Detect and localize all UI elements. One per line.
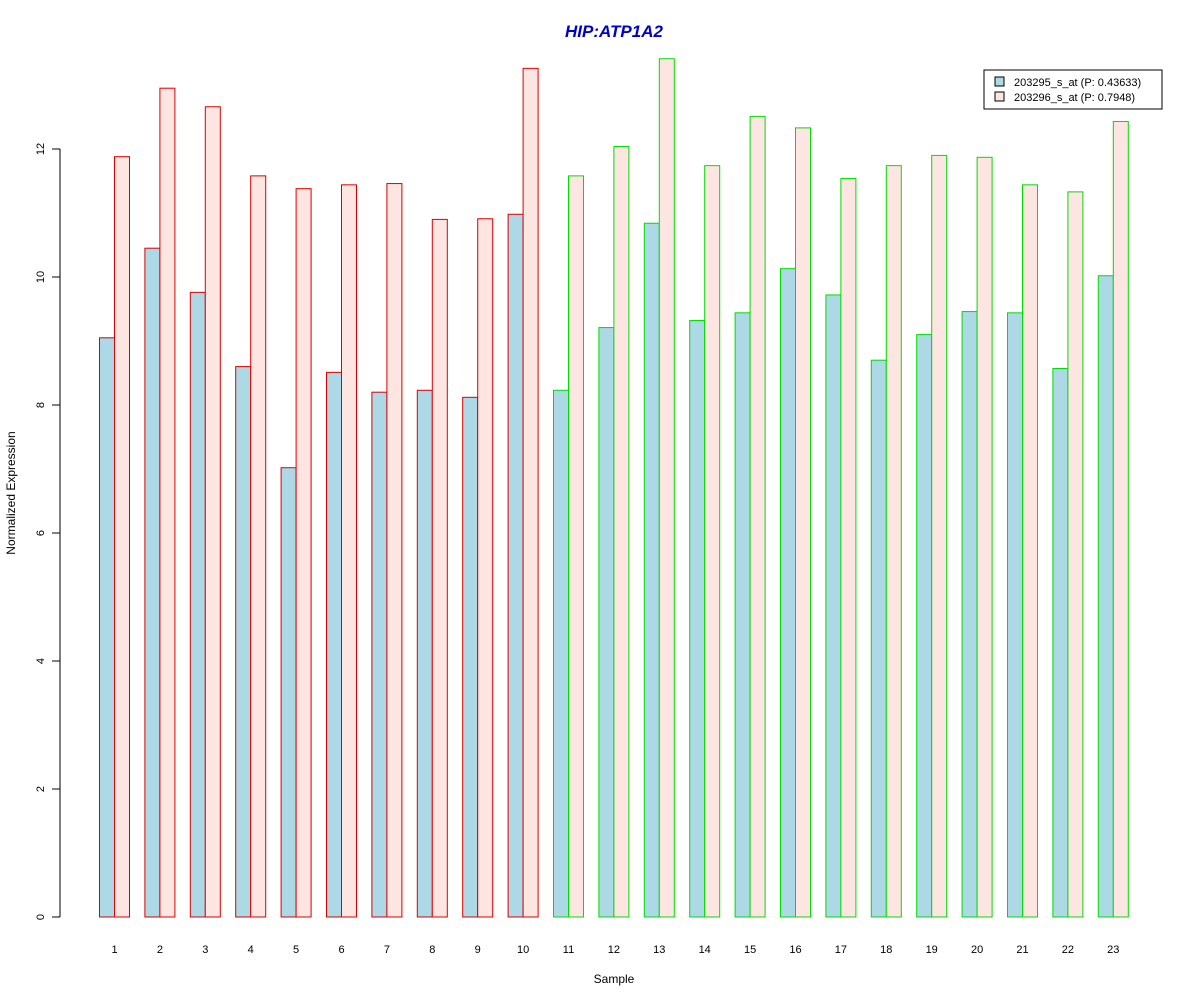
x-tick-label: 7 <box>384 944 390 956</box>
bar-series1-sample-13 <box>643 222 660 918</box>
bar-series1-sample-15 <box>734 312 751 918</box>
bar-series1-sample-16 <box>780 268 796 918</box>
bar-series2-sample-18 <box>885 165 902 918</box>
bar-series2-sample-20 <box>976 156 993 918</box>
bar-series1-sample-5 <box>280 467 297 918</box>
x-tick-label: 2 <box>157 944 163 956</box>
y-tick-label: 10 <box>35 271 47 283</box>
y-tick-label: 4 <box>35 658 47 664</box>
bar-series2-sample-17 <box>840 177 857 918</box>
y-tick-label: 6 <box>35 530 47 536</box>
bar-series1-sample-23 <box>1097 275 1114 918</box>
x-tick-label: 3 <box>202 944 208 956</box>
bar-series2-sample-14 <box>704 165 721 918</box>
bar-series1-sample-12 <box>598 327 615 918</box>
bar-series1-sample-2 <box>144 247 161 918</box>
bar-series2-sample-11 <box>568 175 584 918</box>
bar-series2-sample-19 <box>931 154 948 918</box>
x-tick-label: 21 <box>1016 944 1028 956</box>
bar-series1-sample-19 <box>916 334 933 918</box>
bar-series2-sample-13 <box>658 58 675 918</box>
legend-label: 203295_s_at (P: 0.43633) <box>1014 77 1141 89</box>
bar-series2-sample-10 <box>522 67 539 918</box>
bar-series2-sample-9 <box>477 218 494 918</box>
x-tick-label: 1 <box>111 944 117 956</box>
bar-series2-sample-8 <box>431 218 448 918</box>
x-axis-label: Sample <box>594 972 635 986</box>
bar-series1-sample-20 <box>961 311 978 918</box>
bar-series1-sample-3 <box>189 291 206 918</box>
bar-series2-sample-23 <box>1112 120 1129 918</box>
bar-series2-sample-21 <box>1022 184 1038 918</box>
legend-box <box>983 69 1163 110</box>
y-tick-label: 0 <box>35 914 47 920</box>
y-tick-label: 2 <box>35 786 47 792</box>
y-tick-label: 8 <box>35 402 47 408</box>
bar-series1-sample-11 <box>553 389 569 918</box>
legend: 203295_s_at (P: 0.43633) 203296_s_at (P:… <box>983 69 1163 110</box>
bar-series1-sample-10 <box>507 213 524 918</box>
legend-swatch <box>994 91 1005 102</box>
x-tick-label: 17 <box>835 944 847 956</box>
bar-series1-sample-4 <box>235 366 252 918</box>
x-tick-label: 10 <box>517 944 529 956</box>
x-tick-label: 9 <box>475 944 481 956</box>
y-tick-label: 12 <box>35 143 47 155</box>
bar-series1-sample-6 <box>326 371 342 918</box>
bar-series2-sample-6 <box>341 184 357 918</box>
bar-series2-sample-16 <box>795 127 811 918</box>
x-tick-label: 19 <box>926 944 938 956</box>
bar-series1-sample-9 <box>462 396 479 918</box>
bar-series2-sample-1 <box>114 156 130 918</box>
bar-series1-sample-14 <box>689 320 706 918</box>
bar-series1-sample-8 <box>416 389 433 918</box>
x-tick-label: 11 <box>563 944 574 956</box>
bar-series2-sample-7 <box>386 183 403 918</box>
x-tick-labels: 1 2 3 4 5 6 7 8 9 10 11 12 13 14 15 16 17 18 19 20 21 22 23 <box>111 944 1119 956</box>
x-tick-label: 20 <box>971 944 983 956</box>
y-axis: 0 2 4 6 8 10 12 <box>35 143 61 920</box>
x-tick-label: 4 <box>248 944 254 956</box>
x-tick-label: 22 <box>1062 944 1074 956</box>
bar-series1-sample-7 <box>371 391 388 918</box>
bar-series2-sample-22 <box>1067 191 1084 918</box>
bar-series2-sample-3 <box>204 106 221 918</box>
bar-series2-sample-12 <box>613 145 630 918</box>
bar-series1-sample-22 <box>1052 368 1069 918</box>
x-tick-label: 12 <box>608 944 620 956</box>
bar-series2-sample-4 <box>250 175 267 918</box>
bar-series1-sample-1 <box>99 337 115 918</box>
x-tick-label: 23 <box>1107 944 1119 956</box>
x-tick-label: 16 <box>789 944 801 956</box>
bar-series2-sample-5 <box>295 188 312 918</box>
x-tick-label: 14 <box>699 944 711 956</box>
x-tick-label: 5 <box>293 944 299 956</box>
bar-series2-sample-15 <box>749 115 766 918</box>
chart-title: HIP:ATP1A2 <box>565 22 663 41</box>
legend-swatch <box>994 76 1005 87</box>
x-tick-label: 8 <box>429 944 435 956</box>
bars <box>99 58 1129 918</box>
x-tick-label: 6 <box>338 944 344 956</box>
x-tick-label: 18 <box>880 944 892 956</box>
x-tick-label: 15 <box>744 944 756 956</box>
bar-series2-sample-2 <box>159 87 176 918</box>
bar-series1-sample-21 <box>1007 312 1023 918</box>
legend-label: 203296_s_at (P: 0.7948) <box>1014 92 1135 104</box>
x-tick-label: 13 <box>653 944 665 956</box>
y-axis-label: Normalized Expression <box>4 431 18 554</box>
bar-series1-sample-18 <box>870 359 887 918</box>
bar-series1-sample-17 <box>825 294 842 918</box>
